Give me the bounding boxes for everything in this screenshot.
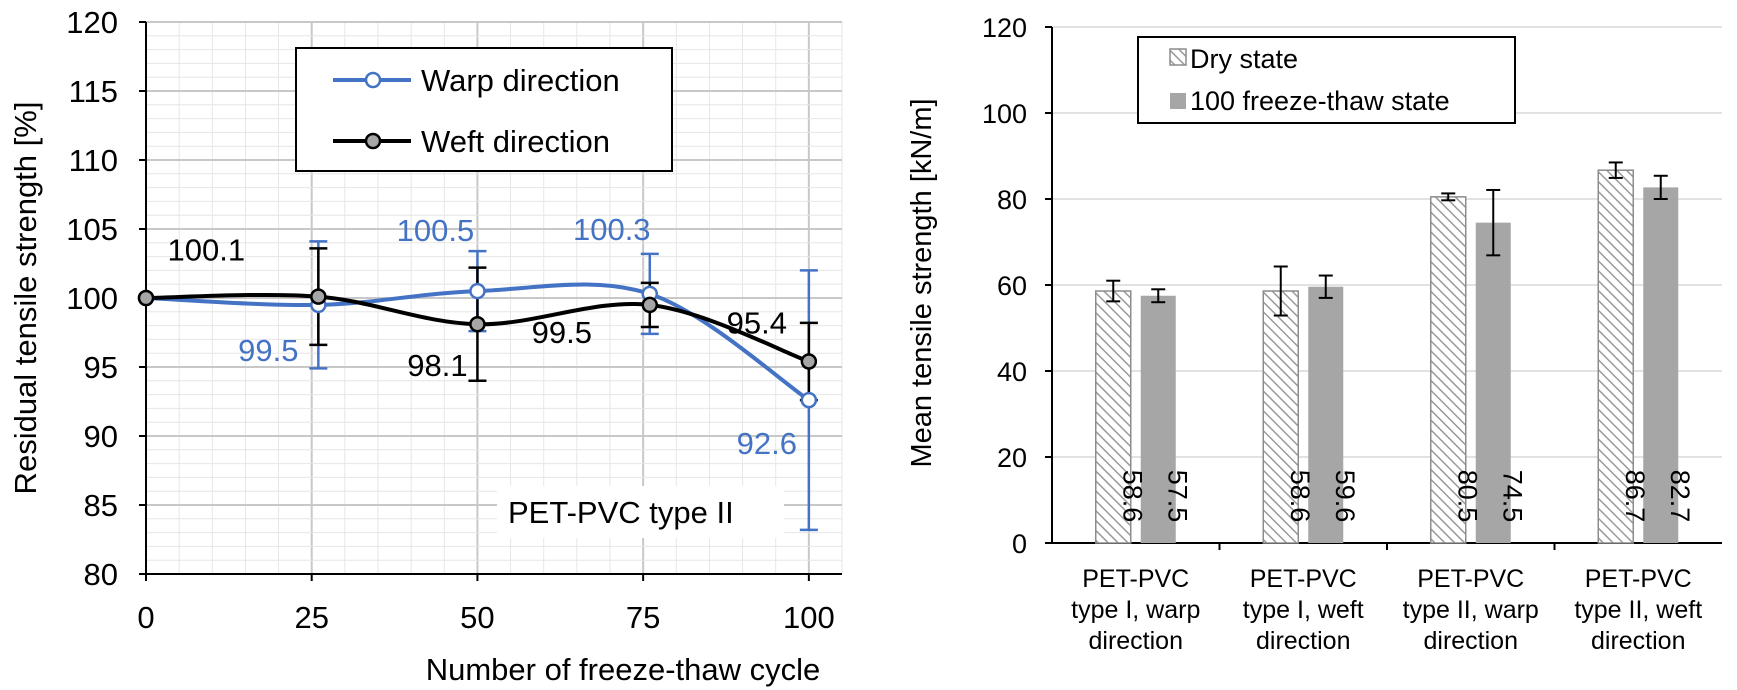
weft-data-label: 98.1: [407, 348, 467, 383]
line-y-tick-label: 110: [69, 143, 118, 178]
legend-ft-swatch: [1170, 93, 1186, 109]
freeze-thaw-value-label: 82.7: [1665, 470, 1695, 523]
line-x-tick-label: 50: [460, 600, 494, 635]
bar-y-tick-label: 120: [982, 13, 1027, 43]
legend-ft-label: 100 freeze-thaw state: [1190, 86, 1450, 116]
legend-weft-label: Weft direction: [421, 124, 610, 159]
weft-point: [800, 353, 818, 370]
line-y-tick-label: 105: [66, 212, 118, 247]
bar-chart: 0 20 40 60 80 100 120 58.6 57.5 58.6 59.6 80.5 74.5…: [906, 13, 1722, 655]
line-y-axis-label: Residual tensile strength [%]: [8, 102, 43, 495]
bar-category-label: direction: [1256, 627, 1351, 655]
line-points: [137, 282, 818, 409]
bar-category-label: PET-PVC: [1082, 565, 1189, 593]
dry-state-bar: [1095, 290, 1132, 544]
dry-state-value-label: 58.6: [1285, 470, 1315, 523]
line-legend-box: [295, 47, 673, 172]
bar-category-label: PET-PVC: [1417, 565, 1524, 593]
bars: [1095, 169, 1679, 544]
line-y-tick-label: 100: [66, 281, 118, 316]
bar-category-labels: PET-PVC type I, warp direction PET-PVC type …: [1071, 565, 1702, 655]
line-x-axis-label: Number of freeze-thaw cycle: [426, 652, 821, 687]
line-y-tick-label: 115: [69, 74, 118, 109]
legend-warp-marker: [364, 71, 382, 89]
warp-point: [800, 391, 818, 409]
weft-data-label: 100.1: [168, 233, 246, 268]
line-y-tick-label: 120: [66, 5, 118, 40]
dry-state-value-label: 86.7: [1620, 470, 1650, 523]
legend-weft-marker: [364, 132, 382, 150]
line-data-labels: 99.5 100.5 100.3 92.6 100.1 98.1 99.5 95.4: [168, 212, 797, 461]
bar-legend-box: [1137, 36, 1516, 124]
line-y-tick-label: 95: [84, 350, 118, 385]
warp-data-label: 92.6: [737, 426, 797, 461]
freeze-thaw-bar: [1643, 187, 1679, 543]
weft-point: [310, 288, 327, 305]
bar-y-axis-label: Mean tensile strength [kN/m]: [906, 98, 938, 467]
weft-point: [469, 315, 486, 333]
dry-state-bar: [1430, 196, 1467, 544]
warp-data-label: 100.5: [397, 213, 475, 248]
freeze-thaw-value-label: 57.5: [1162, 470, 1192, 523]
freeze-thaw-value-label: 74.5: [1497, 470, 1527, 523]
legend-dry-swatch: [1169, 48, 1187, 66]
warp-point: [469, 282, 486, 300]
warp-data-label: 99.5: [238, 333, 298, 368]
weft-data-label: 99.5: [532, 315, 592, 350]
dry-state-value-label: 58.6: [1117, 470, 1147, 523]
bar-y-tick-label: 100: [982, 99, 1027, 129]
bar-category-label: type I, weft: [1243, 596, 1364, 624]
bar-data-labels: 58.6 57.5 58.6 59.6 80.5 74.5 86.7 82.7: [1117, 470, 1695, 523]
line-legend: Warp direction Weft direction: [295, 47, 673, 172]
freeze-thaw-bar: [1475, 222, 1511, 543]
legend-warp-label: Warp direction: [421, 63, 620, 98]
bar-category-label: direction: [1591, 627, 1686, 655]
weft-point: [641, 296, 659, 314]
dry-state-value-label: 80.5: [1452, 470, 1482, 523]
line-x-tick-labels: 0 25 50 75 100: [137, 600, 834, 635]
line-chart: 80 85 90 95 100 105 110 115 120 0 25 50 75 100 99.5 1…: [8, 5, 843, 687]
bar-category-label: type II, warp: [1403, 596, 1539, 624]
line-y-tick-labels: 80 85 90 95 100 105 110 115 120: [66, 5, 118, 592]
line-x-tick-label: 0: [137, 600, 154, 635]
freeze-thaw-value-label: 59.6: [1330, 470, 1360, 523]
line-y-tick-label: 85: [84, 488, 118, 523]
bar-y-tick-labels: 0 20 40 60 80 100 120: [982, 13, 1027, 559]
bar-y-tick-label: 0: [1012, 529, 1027, 559]
line-x-tick-label: 75: [626, 600, 660, 635]
bar-y-tick-label: 60: [997, 271, 1027, 301]
line-y-tick-label: 90: [84, 419, 118, 454]
bar-category-label: PET-PVC: [1250, 565, 1357, 593]
bar-legend: Dry state 100 freeze-thaw state: [1137, 36, 1516, 124]
freeze-thaw-bar: [1140, 295, 1176, 543]
annotation-text: PET-PVC type II: [508, 495, 734, 530]
bar-y-tick-label: 80: [997, 185, 1027, 215]
bar-category-label: type I, warp: [1071, 596, 1200, 624]
bar-category-label: type II, weft: [1574, 596, 1702, 624]
annotation-box: [497, 486, 784, 538]
bar-y-tick-label: 40: [997, 357, 1027, 387]
legend-dry-label: Dry state: [1190, 44, 1298, 74]
line-y-tick-label: 80: [84, 557, 118, 592]
line-x-tick-label: 100: [783, 600, 835, 635]
bar-error-bars: [1106, 161, 1668, 317]
weft-point: [137, 289, 155, 307]
bar-category-label: direction: [1424, 627, 1519, 655]
warp-data-label: 100.3: [573, 212, 651, 247]
line-x-tick-label: 25: [294, 600, 328, 635]
bar-category-label: PET-PVC: [1585, 565, 1692, 593]
dry-state-bar: [1262, 290, 1299, 544]
bar-y-tick-label: 20: [997, 443, 1027, 473]
bar-category-label: direction: [1089, 627, 1184, 655]
dry-state-bar: [1597, 169, 1634, 544]
freeze-thaw-bar: [1308, 286, 1344, 543]
weft-data-label: 95.4: [727, 305, 787, 340]
